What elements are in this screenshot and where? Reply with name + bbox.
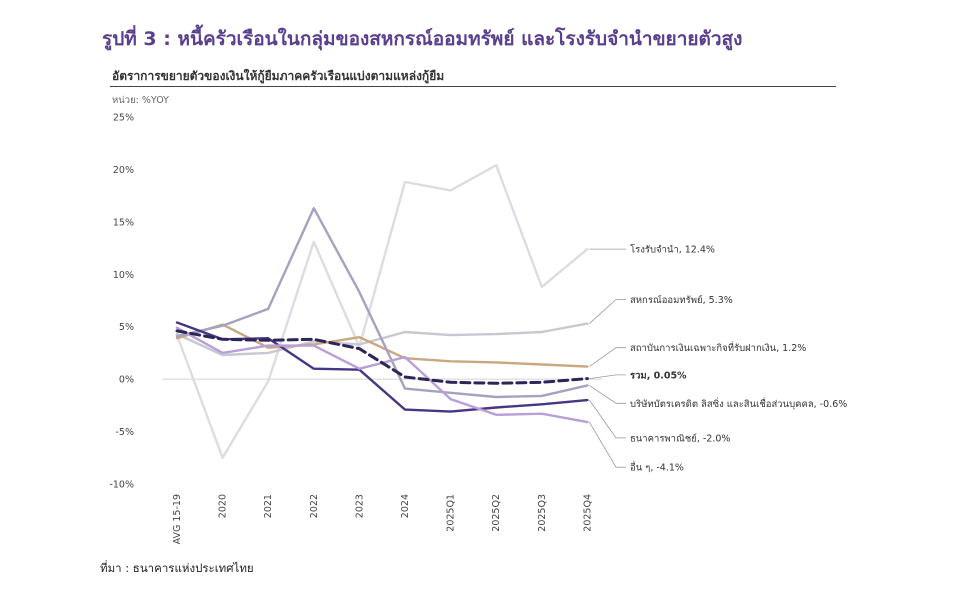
series-end-label: สถาบันการเงินเฉพาะกิจที่รับฝากเงิน, 1.2% xyxy=(630,341,806,354)
y-tick-label: 20% xyxy=(113,165,134,176)
leader-line xyxy=(589,347,626,367)
leader-line xyxy=(589,399,626,439)
y-tick-label: 15% xyxy=(113,217,134,228)
leader-line xyxy=(589,421,626,468)
y-tick-label: 5% xyxy=(119,322,134,333)
y-tick-label: -5% xyxy=(116,427,135,438)
series-end-label: โรงรับจำนำ, 12.4% xyxy=(630,244,715,256)
x-tick-label: 2024 xyxy=(400,494,411,518)
subtitle-divider xyxy=(110,86,836,87)
series-end-label: อื่น ๆ, -4.1% xyxy=(630,461,684,474)
series-line xyxy=(175,323,589,368)
x-tick-label: 2025Q2 xyxy=(491,494,502,532)
x-tick-label: 2022 xyxy=(309,494,320,518)
y-tick-label: 25% xyxy=(113,113,134,124)
series-line xyxy=(175,163,589,459)
x-tick-label: 2025Q1 xyxy=(446,494,457,532)
leader-line xyxy=(589,299,626,324)
series-line xyxy=(175,329,589,385)
series-end-label: ธนาคารพาณิชย์, -2.0% xyxy=(630,432,730,444)
x-tick-label: 2025Q4 xyxy=(582,494,593,532)
series-end-label: สหกรณ์ออมทรัพย์, 5.3% xyxy=(630,294,733,306)
x-tick-label: 2021 xyxy=(263,494,274,518)
series-line xyxy=(175,321,589,413)
series-end-label: รวม, 0.05% xyxy=(630,370,687,381)
figure-title: รูปที่ 3 : หนี้ครัวเรือนในกลุ่มของสหกรณ์… xyxy=(102,28,743,50)
series-end-label: บริษัทบัตรเครดิต ลิสซิ่ง และสินเชื่อส่วน… xyxy=(630,397,847,410)
y-tick-label: -10% xyxy=(109,480,134,491)
x-tick-label: 2020 xyxy=(218,494,229,518)
chart-subtitle: อัตราการขยายตัวของเงินให้กู้ยืมภาคครัวเร… xyxy=(112,69,445,83)
y-tick-label: 10% xyxy=(113,270,134,281)
series-line xyxy=(175,206,589,399)
leader-line xyxy=(589,374,626,379)
x-tick-label: 2023 xyxy=(354,494,365,518)
leader-line xyxy=(589,385,626,404)
unit-label: หน่วย: %YOY xyxy=(112,95,169,106)
x-tick-label: 2025Q3 xyxy=(537,494,548,532)
y-tick-label: 0% xyxy=(119,375,134,386)
source-note: ที่มา : ธนาคารแห่งประเทศไทย xyxy=(100,561,254,575)
x-tick-label: AVG 15-19 xyxy=(172,494,183,544)
